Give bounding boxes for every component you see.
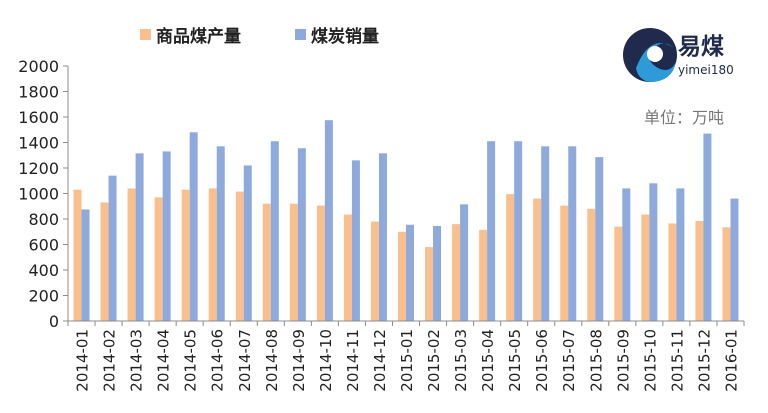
bar-series-1-2015-09 bbox=[622, 188, 631, 321]
bar-series-0-2015-07 bbox=[560, 205, 569, 321]
bar-series-1-2015-01 bbox=[406, 224, 414, 321]
yimei-logo: 易煤 yimei180 bbox=[622, 24, 742, 86]
legend-label-series-1: 煤炭销量 bbox=[311, 27, 379, 47]
bar-series-0-2015-12 bbox=[695, 220, 704, 321]
y-tick-label-1800: 1800 bbox=[18, 83, 59, 102]
bar-series-0-2014-03 bbox=[127, 188, 136, 321]
bar-series-1-2014-06 bbox=[216, 146, 225, 321]
bar-series-1-2015-03 bbox=[460, 204, 469, 321]
bar-series-1-2014-10 bbox=[324, 120, 333, 321]
x-tick-label-2016-01: 2016-01 bbox=[722, 329, 740, 392]
x-tick-label-2015-11: 2015-11 bbox=[668, 329, 686, 392]
x-tick-label-2015-07: 2015-07 bbox=[560, 329, 578, 392]
bar-series-1-2015-06 bbox=[541, 146, 550, 321]
x-tick-label-2015-01: 2015-01 bbox=[398, 329, 416, 392]
bar-series-0-2014-01 bbox=[73, 189, 82, 321]
x-tick-label-2015-05: 2015-05 bbox=[506, 329, 524, 392]
bar-series-1-2015-12 bbox=[703, 133, 712, 321]
x-tick-label-2015-10: 2015-10 bbox=[641, 329, 659, 392]
y-tick-label-2000: 2000 bbox=[18, 57, 59, 76]
bar-series-0-2014-12 bbox=[370, 221, 379, 321]
legend-swatch-series-0 bbox=[140, 29, 151, 40]
bar-series-0-2015-03 bbox=[452, 224, 461, 321]
legend-item-series-0: 商品煤产量 bbox=[140, 22, 241, 47]
x-tick-label-2014-03: 2014-03 bbox=[128, 329, 146, 392]
bar-series-1-2015-02 bbox=[433, 226, 442, 321]
bar-series-0-2015-04 bbox=[479, 229, 488, 321]
bar-series-0-2015-09 bbox=[614, 226, 623, 321]
x-tick-label-2014-10: 2014-10 bbox=[317, 329, 335, 392]
y-tick-label-1000: 1000 bbox=[18, 185, 59, 204]
bar-series-1-2015-05 bbox=[514, 141, 523, 321]
bar-series-1-2014-08 bbox=[270, 141, 279, 321]
bar-series-0-2014-11 bbox=[343, 214, 352, 321]
x-tick-label-2014-11: 2014-11 bbox=[344, 329, 362, 392]
y-tick-label-1200: 1200 bbox=[18, 159, 59, 178]
bar-series-0-2014-10 bbox=[316, 205, 325, 321]
y-tick-label-200: 200 bbox=[28, 287, 59, 306]
bar-series-1-2015-11 bbox=[676, 188, 685, 321]
bar-series-1-2014-11 bbox=[351, 160, 360, 321]
x-tick-label-2014-06: 2014-06 bbox=[209, 329, 227, 392]
x-tick-label-2015-03: 2015-03 bbox=[452, 329, 470, 392]
x-tick-label-2014-08: 2014-08 bbox=[263, 329, 281, 392]
bar-series-0-2015-05 bbox=[506, 194, 515, 321]
bar-series-1-2014-04 bbox=[162, 151, 171, 321]
x-tick-label-2014-04: 2014-04 bbox=[155, 329, 173, 392]
y-tick-label-800: 800 bbox=[28, 210, 59, 229]
bar-series-0-2014-09 bbox=[289, 203, 298, 321]
unit-label: 单位：万吨 bbox=[644, 108, 725, 127]
y-tick-label-400: 400 bbox=[28, 261, 59, 280]
x-tick-label-2015-06: 2015-06 bbox=[533, 329, 551, 392]
bar-series-0-2014-02 bbox=[100, 202, 109, 321]
bar-series-1-2015-07 bbox=[568, 146, 577, 321]
bar-series-1-2014-02 bbox=[108, 175, 117, 321]
bar-series-0-2014-07 bbox=[235, 191, 244, 321]
legend-swatch-series-1 bbox=[295, 29, 306, 40]
bar-series-0-2014-06 bbox=[208, 188, 217, 321]
y-tick-label-1400: 1400 bbox=[18, 134, 59, 153]
x-tick-label-2014-12: 2014-12 bbox=[371, 329, 389, 392]
x-tick-label-2015-08: 2015-08 bbox=[587, 329, 605, 392]
x-tick-label-2014-09: 2014-09 bbox=[290, 329, 308, 392]
legend-label-series-0: 商品煤产量 bbox=[156, 27, 241, 47]
bar-series-0-2015-01 bbox=[398, 231, 406, 321]
y-tick-label-600: 600 bbox=[28, 236, 59, 255]
x-tick-label-2015-09: 2015-09 bbox=[614, 329, 632, 392]
bar-series-1-2015-10 bbox=[649, 183, 658, 321]
bar-series-0-2015-10 bbox=[641, 214, 650, 321]
x-tick-label-2014-02: 2014-02 bbox=[101, 329, 119, 392]
y-tick-label-0: 0 bbox=[49, 312, 59, 331]
bar-series-0-2014-08 bbox=[262, 203, 271, 321]
bar-series-0-2016-01 bbox=[722, 227, 731, 321]
x-tick-label-2015-12: 2015-12 bbox=[695, 329, 713, 392]
bar-series-0-2014-04 bbox=[154, 197, 163, 321]
x-tick-label-2014-07: 2014-07 bbox=[236, 329, 254, 392]
bar-series-0-2015-08 bbox=[587, 208, 596, 321]
bar-series-1-2014-05 bbox=[189, 132, 198, 321]
bar-series-1-2015-04 bbox=[487, 141, 496, 321]
bar-series-0-2015-11 bbox=[668, 223, 677, 321]
bar-series-1-2015-08 bbox=[595, 157, 604, 321]
y-tick-label-1600: 1600 bbox=[18, 108, 59, 127]
x-tick-label-2014-05: 2014-05 bbox=[182, 329, 200, 392]
bar-series-0-2015-02 bbox=[425, 247, 434, 321]
logo-text: 易煤 bbox=[678, 34, 724, 60]
bar-series-1-2014-01 bbox=[81, 209, 90, 321]
bar-series-1-2016-01 bbox=[730, 198, 739, 321]
logo-subtext: yimei180 bbox=[678, 63, 734, 77]
legend-item-series-1: 煤炭销量 bbox=[295, 22, 379, 47]
x-tick-label-2014-01: 2014-01 bbox=[74, 329, 92, 392]
bar-series-1-2014-09 bbox=[297, 148, 306, 321]
bar-series-0-2014-05 bbox=[181, 189, 190, 321]
bar-series-0-2015-06 bbox=[533, 198, 542, 321]
bar-series-1-2014-12 bbox=[378, 153, 387, 321]
x-tick-label-2015-02: 2015-02 bbox=[425, 329, 443, 392]
bar-series-1-2014-07 bbox=[243, 165, 252, 321]
bar-series-1-2014-03 bbox=[135, 153, 144, 321]
x-tick-label-2015-04: 2015-04 bbox=[479, 329, 497, 392]
